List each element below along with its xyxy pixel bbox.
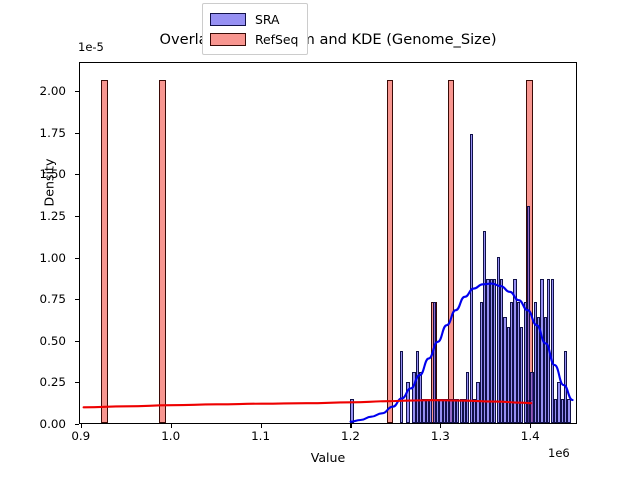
legend-label-sra: SRA xyxy=(255,11,280,27)
y-tick-mark xyxy=(75,257,79,259)
histogram-bar xyxy=(415,350,419,423)
histogram-bar xyxy=(567,398,571,423)
y-tick-label: 2.00 xyxy=(39,84,66,99)
x-tick-mark xyxy=(260,424,262,428)
y-tick-mark xyxy=(75,174,79,176)
y-tick-label: 0.00 xyxy=(39,417,66,431)
histogram-bar xyxy=(489,279,494,423)
legend-swatch-sra-icon xyxy=(210,12,246,26)
y-tick-mark xyxy=(75,382,79,384)
histogram-bar xyxy=(479,302,483,423)
x-axis-offset-text: 1e6 xyxy=(548,446,570,460)
histogram-bar xyxy=(503,317,507,423)
kde-curves xyxy=(82,282,574,423)
x-tick-label: 1.3 xyxy=(430,429,450,443)
histogram-bar xyxy=(540,279,544,423)
x-tick-mark xyxy=(80,424,82,428)
histogram-bar xyxy=(386,80,394,423)
histogram-bar xyxy=(493,279,497,423)
histogram-bar xyxy=(560,398,564,423)
histogram-bar xyxy=(419,372,423,423)
histogram-bar xyxy=(459,398,463,423)
histogram-bar xyxy=(466,372,470,423)
legend[interactable]: SRA RefSeq xyxy=(202,3,309,55)
histogram-bar xyxy=(520,327,524,423)
histogram-bar xyxy=(159,80,166,423)
y-tick-mark xyxy=(75,91,79,93)
histogram-bar xyxy=(530,372,534,423)
histogram-bar xyxy=(469,134,473,423)
histogram-bar xyxy=(456,398,460,423)
x-axis-label: Value xyxy=(310,450,346,465)
x-tick-mark xyxy=(170,424,172,428)
y-tick-label: 1.00 xyxy=(39,250,66,265)
histogram-bar xyxy=(101,80,108,423)
y-tick-mark xyxy=(75,132,79,134)
y-tick-mark xyxy=(75,424,79,426)
histogram-bar xyxy=(406,382,410,423)
histogram-bar xyxy=(483,230,487,423)
y-tick-mark xyxy=(75,340,79,342)
y-tick-label: 0.25 xyxy=(39,375,66,390)
histogram-bar xyxy=(449,398,453,423)
histogram-bar xyxy=(452,398,456,423)
histogram-bar xyxy=(557,382,561,423)
kde-curve-refseq xyxy=(82,399,533,409)
histogram-bar xyxy=(412,372,416,423)
histogram-bar xyxy=(510,302,514,423)
x-tick-label: 1.0 xyxy=(161,429,181,443)
y-tick-label: 1.75 xyxy=(39,125,66,140)
y-axis-offset-text: 1e-5 xyxy=(78,40,104,54)
plot-area xyxy=(80,63,576,423)
histogram-bar xyxy=(513,279,517,423)
legend-item-sra[interactable]: SRA xyxy=(210,9,298,29)
histogram-bar xyxy=(496,257,500,423)
histogram-bar xyxy=(486,279,490,423)
histogram-bar xyxy=(462,398,467,423)
kde-curve-sra xyxy=(349,282,574,423)
y-tick-label: 1.50 xyxy=(39,167,66,182)
histogram-bar xyxy=(553,398,558,423)
histogram-bar xyxy=(550,279,554,423)
x-tick-label: 1.2 xyxy=(341,429,360,443)
histogram-bar xyxy=(516,302,521,423)
x-tick-label: 1.1 xyxy=(251,429,271,443)
y-tick-label: 1.25 xyxy=(39,208,66,223)
legend-label-refseq: RefSeq xyxy=(255,31,299,47)
legend-swatch-refseq-icon xyxy=(210,32,246,46)
x-tick-mark xyxy=(350,424,352,428)
x-tick-mark xyxy=(530,424,532,428)
y-tick-mark xyxy=(75,299,79,301)
histogram-bar xyxy=(499,279,504,423)
histogram-bar xyxy=(523,302,527,423)
histogram-bar xyxy=(526,205,531,423)
histogram-bar xyxy=(473,398,477,423)
x-tick-label: 0.9 xyxy=(71,429,91,443)
plot-axes xyxy=(79,62,577,424)
histogram-bar xyxy=(533,302,537,423)
chart-title: Overlayed Histogram and KDE (Genome_Size… xyxy=(159,31,497,48)
histogram-bar xyxy=(399,350,403,423)
histogram-bar xyxy=(432,302,436,423)
y-tick-label: 0.75 xyxy=(39,292,66,307)
histogram-bar xyxy=(476,382,480,423)
x-tick-label: 1.4 xyxy=(520,429,540,443)
histogram-bar xyxy=(543,317,548,423)
x-tick-mark xyxy=(440,424,442,428)
y-tick-mark xyxy=(75,215,79,218)
histogram-bar xyxy=(506,327,510,423)
legend-item-refseq[interactable]: RefSeq xyxy=(210,29,298,49)
histogram-bar xyxy=(537,317,541,423)
y-tick-label: 0.50 xyxy=(39,333,66,348)
